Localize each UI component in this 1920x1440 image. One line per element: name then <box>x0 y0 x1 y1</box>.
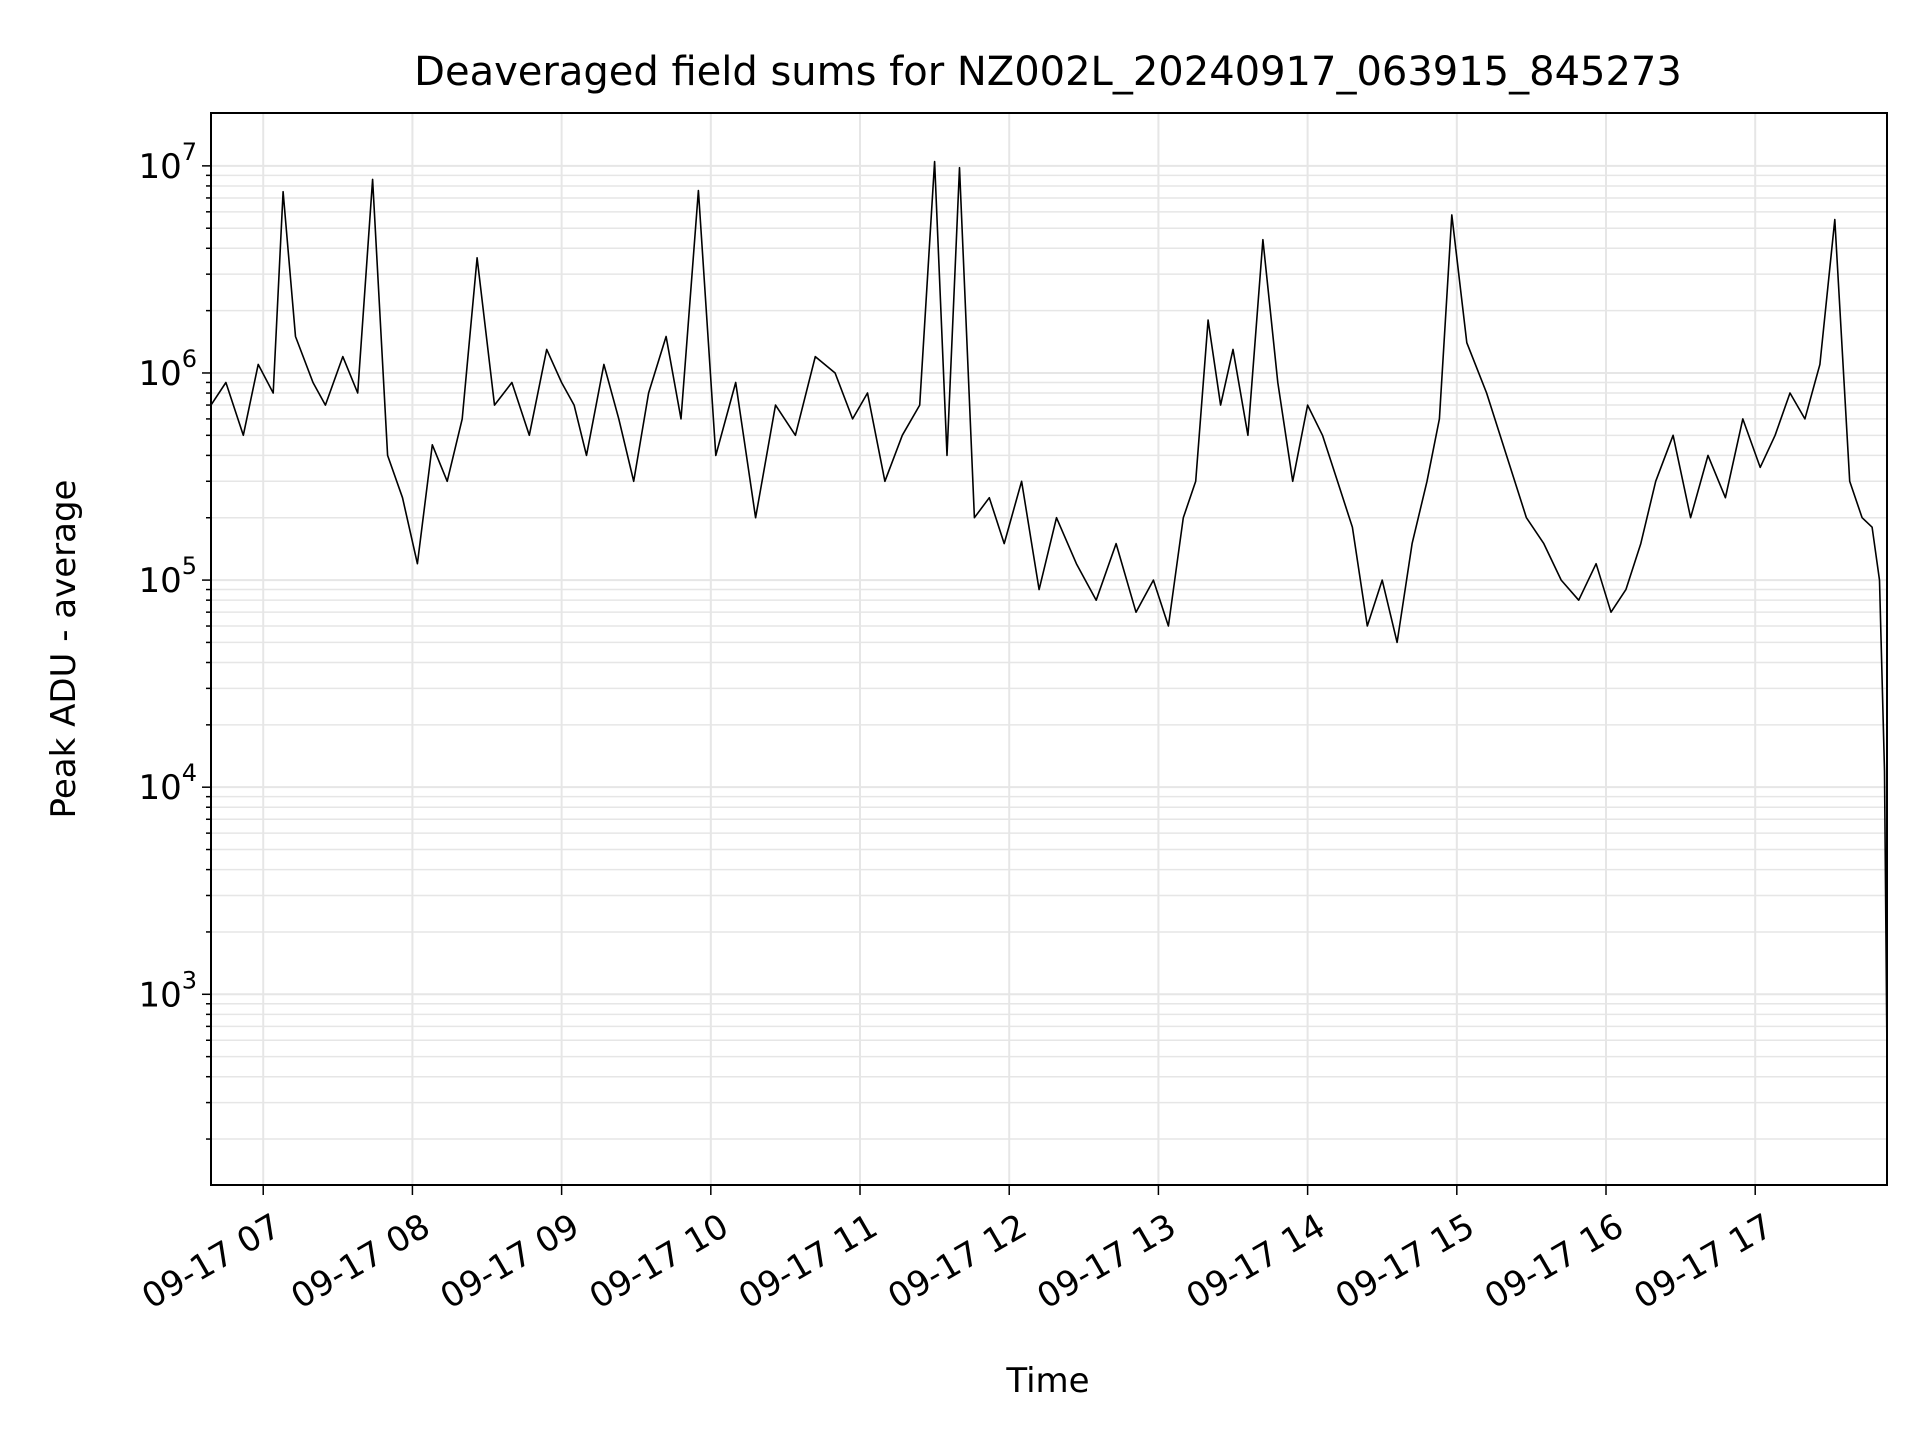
y-tick-label: 107 <box>138 138 197 187</box>
y-axis-label: Peak ADU - average <box>44 480 84 819</box>
y-tick-label: 103 <box>138 966 197 1015</box>
series-layer <box>210 160 1888 1057</box>
x-axis-label: Time <box>1005 1361 1089 1401</box>
grid <box>211 113 1887 1185</box>
plot-frame <box>210 112 1888 1186</box>
y-tick-label: 106 <box>138 345 197 394</box>
data-line <box>210 160 1888 1057</box>
y-tick-label: 105 <box>138 552 197 601</box>
chart-title: Deaveraged field sums for NZ002L_2024091… <box>414 49 1682 95</box>
y-tick-label: 104 <box>138 759 197 808</box>
